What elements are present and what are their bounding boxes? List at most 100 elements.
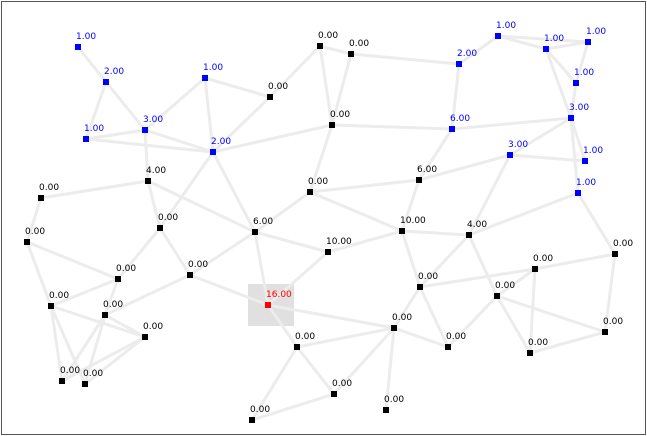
node[interactable] — [325, 249, 331, 255]
node[interactable] — [249, 417, 255, 423]
node[interactable] — [252, 229, 258, 235]
node[interactable] — [348, 51, 354, 57]
edge — [418, 286, 450, 348]
node-label: 3.00 — [508, 140, 528, 150]
edge — [143, 129, 150, 182]
node[interactable] — [602, 329, 608, 335]
node-label: 4.00 — [467, 220, 487, 230]
edge — [147, 179, 256, 234]
node[interactable] — [543, 46, 549, 52]
node[interactable] — [210, 149, 216, 155]
node-label: 0.00 — [495, 281, 515, 291]
edge — [309, 178, 420, 194]
node[interactable] — [115, 276, 121, 282]
edge — [267, 250, 329, 307]
node[interactable] — [575, 190, 581, 196]
edge — [496, 267, 536, 298]
node[interactable] — [103, 79, 109, 85]
node[interactable] — [265, 302, 271, 308]
node-label: 0.00 — [158, 213, 178, 223]
node[interactable] — [202, 75, 208, 81]
node[interactable] — [585, 39, 591, 45]
node-label: 3.00 — [569, 103, 589, 113]
node[interactable] — [307, 189, 313, 195]
edge — [319, 44, 352, 56]
edge — [393, 326, 449, 349]
edge — [254, 230, 329, 254]
edge — [268, 44, 322, 99]
node[interactable] — [416, 177, 422, 183]
edge — [603, 253, 617, 333]
edge — [318, 45, 334, 126]
edge — [574, 41, 590, 84]
edge — [308, 124, 334, 193]
node[interactable] — [145, 178, 151, 184]
edge — [544, 48, 573, 119]
node[interactable] — [331, 391, 337, 397]
edge — [400, 179, 421, 232]
node[interactable] — [573, 80, 579, 86]
edge — [40, 179, 149, 200]
node[interactable] — [294, 344, 300, 350]
edge — [419, 267, 536, 289]
edge — [330, 53, 353, 126]
node-label: 0.00 — [143, 322, 163, 332]
node[interactable] — [399, 228, 405, 234]
edge — [529, 330, 606, 355]
edge — [417, 128, 454, 181]
node-label: 4.00 — [146, 166, 166, 176]
node[interactable] — [449, 126, 455, 132]
node[interactable] — [83, 136, 89, 142]
edge — [253, 231, 270, 306]
node[interactable] — [59, 378, 65, 384]
node[interactable] — [82, 381, 88, 387]
node[interactable] — [445, 344, 451, 350]
node[interactable] — [102, 312, 108, 318]
node[interactable] — [267, 94, 273, 100]
node[interactable] — [24, 239, 30, 245]
node[interactable] — [568, 115, 574, 121]
edge — [250, 346, 299, 421]
node-label: 0.00 — [49, 291, 69, 301]
node-label: 0.00 — [103, 300, 123, 310]
node-label: 1.00 — [496, 21, 516, 31]
node-label: 0.00 — [116, 264, 136, 274]
node[interactable] — [38, 195, 44, 201]
edge — [544, 48, 578, 84]
node[interactable] — [466, 232, 472, 238]
edge — [418, 153, 511, 182]
edge — [467, 234, 499, 297]
edge — [509, 116, 572, 157]
node[interactable] — [532, 266, 538, 272]
edge — [450, 63, 461, 130]
edge — [158, 227, 192, 276]
node[interactable] — [507, 152, 513, 158]
node[interactable] — [142, 127, 148, 133]
node[interactable] — [417, 284, 423, 290]
node[interactable] — [187, 272, 193, 278]
node[interactable] — [456, 61, 462, 67]
node[interactable] — [142, 334, 148, 340]
node[interactable] — [75, 44, 81, 50]
node[interactable] — [383, 407, 389, 413]
node[interactable] — [329, 122, 335, 128]
node[interactable] — [157, 225, 163, 231]
node[interactable] — [494, 293, 500, 299]
edges — [25, 34, 617, 422]
node[interactable] — [391, 325, 397, 331]
edge — [104, 81, 147, 131]
edge — [84, 335, 146, 386]
node-label: 6.00 — [253, 217, 273, 227]
node[interactable] — [317, 43, 323, 49]
edge — [331, 123, 453, 131]
node[interactable] — [48, 303, 54, 309]
edge — [545, 40, 589, 51]
edge — [203, 77, 215, 153]
edge — [295, 346, 336, 395]
node[interactable] — [527, 350, 533, 356]
node[interactable] — [495, 33, 501, 39]
node[interactable] — [582, 158, 588, 164]
node[interactable] — [612, 251, 618, 257]
node-label: 6.00 — [450, 114, 470, 124]
